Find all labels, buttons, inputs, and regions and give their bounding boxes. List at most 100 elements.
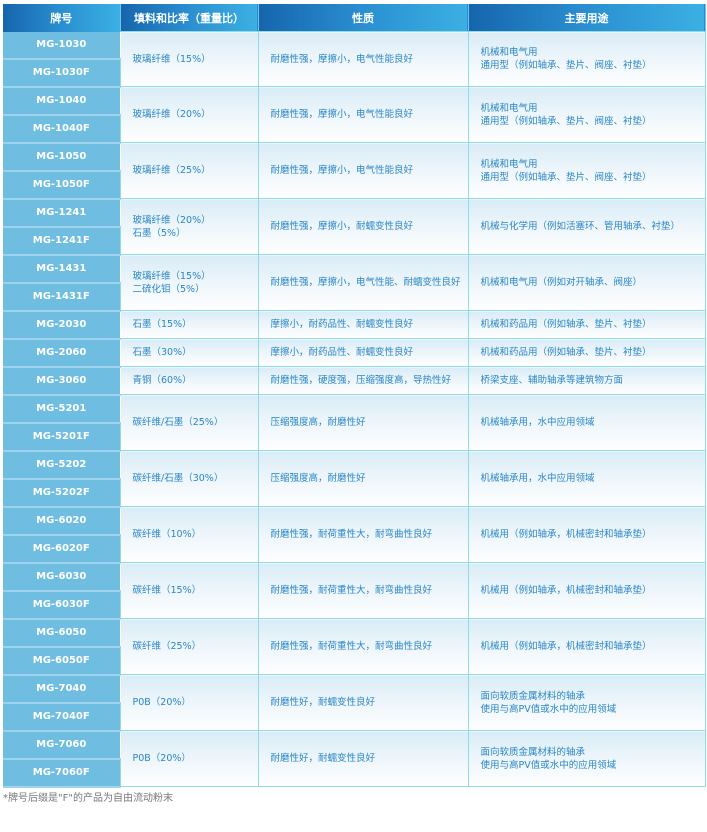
table-row: MG-1050F bbox=[3, 170, 705, 200]
filler-cell: 碳纤维（25%） bbox=[119, 618, 259, 675]
use-cell: 面向软质金属材料的轴承 使用与高PV值或水中的应用领域 bbox=[467, 674, 706, 731]
table-row: MG-2030 石墨（15%） 摩擦小，耐药品性、耐蠕变性良好 机械和药品用（例如轴承… bbox=[3, 310, 706, 340]
header-main-use: 主要用途 bbox=[468, 4, 706, 32]
filler-line: 碳纤维（10%） bbox=[132, 529, 202, 540]
property-line: 耐磨性强，摩擦小，电气性能、耐蠕变性良好 bbox=[270, 277, 461, 288]
use-line: 通用型（例如轴承、垫片、阀座、衬垫） bbox=[480, 115, 652, 127]
use-cell: 机械用（例如轴承，机械密封和轴承垫） bbox=[467, 562, 706, 619]
property-line: 压缩强度高，耐磨性好 bbox=[270, 473, 366, 484]
use-line: 桥梁支座、辅助轴承等建筑物方面 bbox=[480, 375, 624, 386]
properties-cell: 耐磨性强，摩擦小，电气性能良好 bbox=[257, 31, 469, 87]
grade-cell: MG-1050F bbox=[3, 170, 121, 200]
grade-cell: MG-2060 bbox=[3, 338, 121, 368]
use-cell: 机械轴承用，水中应用领域 bbox=[467, 394, 706, 451]
table-body: MG-1030 玻璃纤维（15%） 耐磨性强，摩擦小，电气性能良好 机械和电气用 通用型… bbox=[3, 31, 706, 788]
grade-cell: MG-6030F bbox=[3, 590, 121, 620]
filler-line: 碳纤维/石墨（25%） bbox=[132, 417, 224, 428]
table-row: MG-6020F bbox=[3, 534, 705, 564]
filler-line: 玻璃纤维（20%） bbox=[132, 109, 211, 120]
property-line: 耐磨性强，硬度强，压缩强度高，导热性好 bbox=[270, 375, 452, 386]
grade-cell: MG-1030 bbox=[3, 31, 121, 60]
grade-cell: MG-1040F bbox=[3, 114, 121, 144]
header-filler-ratio: 填料和比率（重量比） bbox=[120, 4, 259, 32]
use-line: 机械和电气用 bbox=[480, 158, 538, 170]
use-line: 机械和电气用 bbox=[480, 102, 538, 114]
use-line: 机械用（例如轴承，机械密封和轴承垫） bbox=[480, 641, 652, 652]
table-row: MG-1030 玻璃纤维（15%） 耐磨性强，摩擦小，电气性能良好 机械和电气用 通用型… bbox=[3, 31, 706, 87]
filler-cell: 碳纤维/石墨（25%） bbox=[119, 394, 259, 451]
grade-cell: MG-6030 bbox=[3, 562, 121, 592]
filler-cell: 石墨（15%） bbox=[119, 310, 259, 339]
filler-cell: 玻璃纤维（20%） 石墨（5%） bbox=[119, 198, 259, 255]
use-line: 通用型（例如轴承、垫片、阀座、衬垫） bbox=[480, 171, 652, 183]
properties-cell: 耐磨性强，耐荷重性大，耐弯曲性良好 bbox=[257, 562, 469, 619]
use-line: 机械和电气用（例如对开轴承、阀座） bbox=[480, 277, 643, 288]
properties-cell: 压缩强度高，耐磨性好 bbox=[257, 450, 469, 507]
use-line: 面向软质金属材料的轴承 bbox=[480, 746, 586, 758]
property-line: 耐磨性好，耐蠕变性良好 bbox=[270, 697, 376, 708]
grade-cell: MG-6020 bbox=[3, 506, 121, 536]
table-row: MG-1030F bbox=[3, 58, 705, 88]
table-row: MG-2060 石墨（30%） 摩擦小，耐药品性、耐蠕变性良好 机械和药品用（例如轴承… bbox=[3, 338, 706, 368]
filler-cell: 玻璃纤维（15%） 二硫化钼（5%） bbox=[119, 254, 259, 311]
use-cell: 机械与化学用（例如活塞环、管用轴承、衬垫） bbox=[467, 198, 706, 255]
properties-cell: 摩擦小，耐药品性、耐蠕变性良好 bbox=[257, 310, 469, 339]
filler-line: P0B（20%） bbox=[132, 697, 191, 708]
table-row: MG-6020 碳纤维（10%） 耐磨性强，耐荷重性大，耐弯曲性良好 机械用（例如轴承… bbox=[3, 506, 706, 563]
filler-cell: P0B（20%） bbox=[119, 674, 259, 731]
property-line: 耐磨性强，摩擦小，电气性能良好 bbox=[270, 53, 414, 65]
filler-cell: 石墨（30%） bbox=[119, 338, 259, 367]
table-header-row: 牌号 填料和比率（重量比） 性质 主要用途 bbox=[3, 4, 706, 32]
use-line: 机械轴承用，水中应用领域 bbox=[480, 417, 595, 428]
table-row: MG-1040F bbox=[3, 114, 705, 144]
use-cell: 机械用（例如轴承，机械密封和轴承垫） bbox=[467, 506, 706, 563]
grade-cell: MG-7040 bbox=[3, 674, 121, 704]
properties-cell: 耐磨性好，耐蠕变性良好 bbox=[257, 674, 469, 731]
property-line: 耐磨性强，耐荷重性大，耐弯曲性良好 bbox=[270, 641, 433, 652]
grade-cell: MG-2030 bbox=[3, 310, 121, 340]
header-grade: 牌号 bbox=[3, 4, 121, 32]
filler-line: 玻璃纤维（15%） bbox=[132, 53, 211, 65]
grade-cell: MG-5202 bbox=[3, 450, 121, 480]
grade-cell: MG-1241 bbox=[3, 198, 121, 228]
use-line: 机械轴承用，水中应用领域 bbox=[480, 473, 595, 484]
filler-line: 碳纤维/石墨（30%） bbox=[132, 473, 224, 484]
use-cell: 机械和电气用 通用型（例如轴承、垫片、阀座、衬垫） bbox=[467, 142, 706, 199]
table-row: MG-3060 青铜（60%） 耐磨性强，硬度强，压缩强度高，导热性好 桥梁支座、辅助… bbox=[3, 366, 706, 396]
use-cell: 机械和电气用 通用型（例如轴承、垫片、阀座、衬垫） bbox=[467, 31, 706, 87]
property-line: 耐磨性强，摩擦小，电气性能良好 bbox=[270, 109, 414, 120]
use-cell: 机械用（例如轴承，机械密封和轴承垫） bbox=[467, 618, 706, 675]
properties-cell: 耐磨性强，摩擦小，耐蠕变性良好 bbox=[257, 198, 469, 255]
properties-cell: 耐磨性强，硬度强，压缩强度高，导热性好 bbox=[257, 366, 469, 395]
properties-cell: 耐磨性强，耐荷重性大，耐弯曲性良好 bbox=[257, 506, 469, 563]
table-row: MG-7060F bbox=[3, 758, 705, 788]
properties-cell: 耐磨性强，耐荷重性大，耐弯曲性良好 bbox=[257, 618, 469, 675]
grade-cell: MG-1241F bbox=[3, 226, 121, 256]
grade-cell: MG-3060 bbox=[3, 366, 121, 396]
filler-line: P0B（20%） bbox=[132, 753, 191, 764]
use-line: 机械用（例如轴承，机械密封和轴承垫） bbox=[480, 585, 652, 596]
use-line: 机械和药品用（例如轴承、垫片、衬垫） bbox=[480, 319, 652, 330]
table-row: MG-1431F bbox=[3, 282, 705, 312]
filler-line: 二硫化钼（5%） bbox=[132, 283, 205, 295]
filler-cell: 玻璃纤维（25%） bbox=[119, 142, 259, 199]
property-line: 耐磨性好，耐蠕变性良好 bbox=[270, 753, 376, 764]
grade-cell: MG-6050 bbox=[3, 618, 121, 648]
table-row: MG-5201 碳纤维/石墨（25%） 压缩强度高，耐磨性好 机械轴承用，水中应用领域 bbox=[3, 394, 706, 451]
filler-line: 玻璃纤维（20%） bbox=[132, 214, 211, 226]
table-row: MG-7060 P0B（20%） 耐磨性好，耐蠕变性良好 面向软质金属材料的轴承 使用与… bbox=[3, 730, 706, 787]
table-row: MG-5202 碳纤维/石墨（30%） 压缩强度高，耐磨性好 机械轴承用，水中应用领域 bbox=[3, 450, 706, 507]
grade-cell: MG-1431F bbox=[3, 282, 121, 312]
filler-cell: P0B（20%） bbox=[119, 730, 259, 787]
filler-line: 石墨（5%） bbox=[132, 227, 186, 239]
filler-line: 碳纤维（15%） bbox=[132, 585, 202, 596]
grade-cell: MG-1050 bbox=[3, 142, 121, 172]
property-line: 耐磨性强，耐荷重性大，耐弯曲性良好 bbox=[270, 529, 433, 540]
table-row: MG-6030F bbox=[3, 590, 705, 620]
use-line: 通用型（例如轴承、垫片、阀座、衬垫） bbox=[480, 60, 652, 71]
use-line: 机械用（例如轴承，机械密封和轴承垫） bbox=[480, 529, 652, 540]
table-row: MG-1050 玻璃纤维（25%） 耐磨性强，摩擦小，电气性能良好 机械和电气用 通用型… bbox=[3, 142, 706, 199]
filler-cell: 青铜（60%） bbox=[119, 366, 259, 395]
table-row: MG-5202F bbox=[3, 478, 705, 508]
use-cell: 机械和药品用（例如轴承、垫片、衬垫） bbox=[467, 310, 706, 339]
